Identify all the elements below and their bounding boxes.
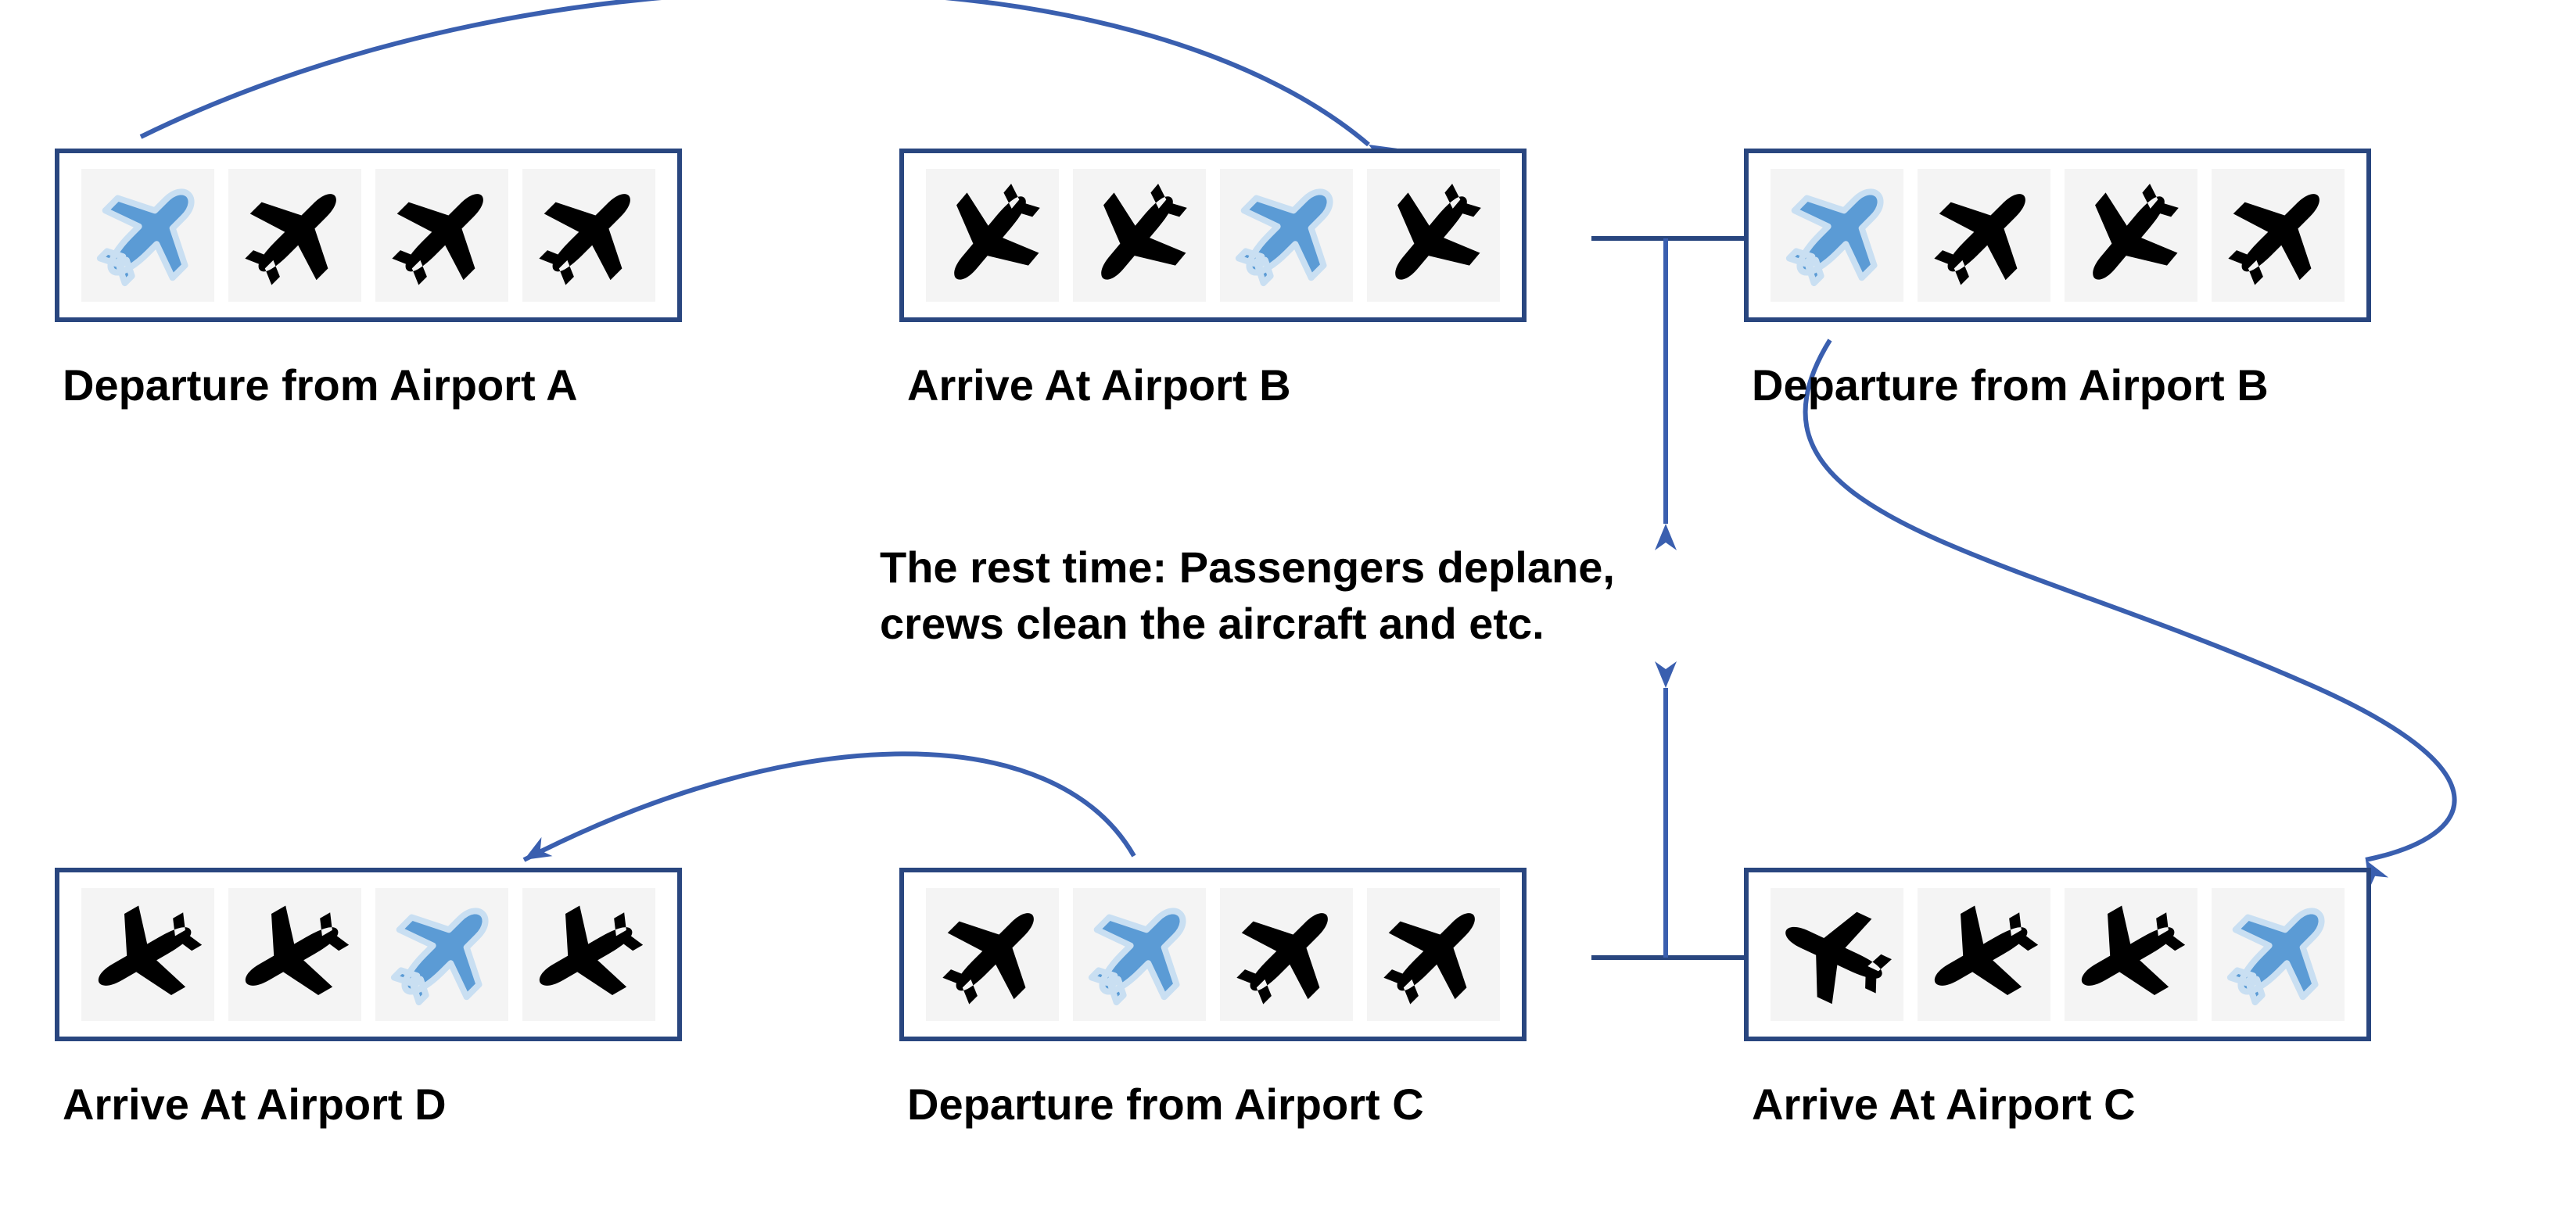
rest-time-note: The rest time: Passengers deplane, crews… <box>880 539 1615 651</box>
plane-icon <box>2065 888 2197 1021</box>
plane-icon <box>2212 169 2345 302</box>
caption-depC: Departure from Airport C <box>907 1079 1424 1130</box>
plane-icon <box>926 169 1059 302</box>
queue-box-arrD <box>55 868 682 1041</box>
caption-arrD: Arrive At Airport D <box>63 1079 447 1130</box>
plane-icon <box>1918 888 2050 1021</box>
queue-box-arrB <box>899 149 1527 322</box>
plane-icon <box>375 888 508 1021</box>
plane-icon <box>522 169 655 302</box>
plane-icon <box>2065 169 2197 302</box>
plane-icon <box>81 169 214 302</box>
plane-icon <box>1918 169 2050 302</box>
caption-depB: Departure from Airport B <box>1752 360 2269 410</box>
queue-box-depC <box>899 868 1527 1041</box>
plane-icon <box>81 888 214 1021</box>
plane-icon <box>375 169 508 302</box>
plane-icon <box>1367 888 1500 1021</box>
caption-depA: Departure from Airport A <box>63 360 578 410</box>
plane-icon <box>1220 169 1353 302</box>
queue-box-depA <box>55 149 682 322</box>
plane-icon <box>228 169 361 302</box>
plane-icon <box>1073 169 1206 302</box>
plane-icon <box>228 888 361 1021</box>
plane-icon <box>1771 888 1903 1021</box>
caption-arrB: Arrive At Airport B <box>907 360 1291 410</box>
plane-icon <box>1073 888 1206 1021</box>
queue-box-depB <box>1744 149 2371 322</box>
plane-icon <box>522 888 655 1021</box>
plane-icon <box>1220 888 1353 1021</box>
plane-icon <box>926 888 1059 1021</box>
caption-arrC: Arrive At Airport C <box>1752 1079 2136 1130</box>
plane-icon <box>1771 169 1903 302</box>
plane-icon <box>1367 169 1500 302</box>
queue-box-arrC <box>1744 868 2371 1041</box>
plane-icon <box>2212 888 2345 1021</box>
